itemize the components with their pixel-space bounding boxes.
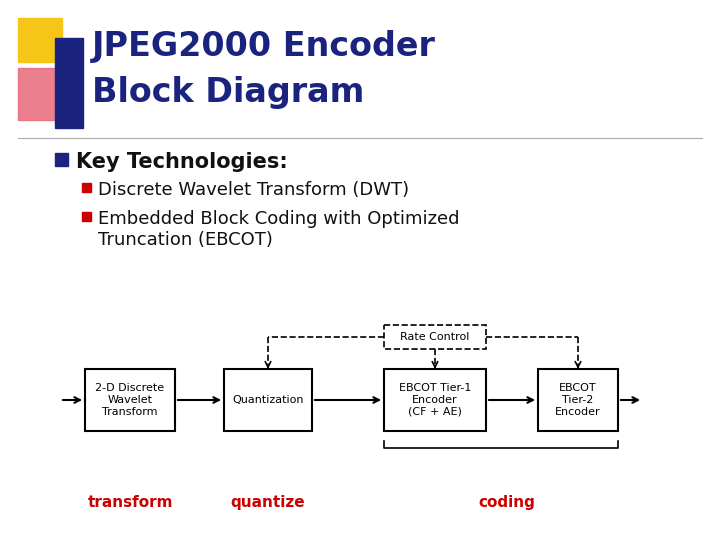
Text: EBCOT
Tier-2
Encoder: EBCOT Tier-2 Encoder [555,383,600,416]
Text: Quantization: Quantization [233,395,304,405]
Bar [55,38,83,128]
Bar [18,68,70,120]
Bar [82,183,91,192]
Bar [55,153,68,166]
Text: coding: coding [478,495,535,510]
Text: Embedded Block Coding with Optimized: Embedded Block Coding with Optimized [98,210,459,228]
Text: Discrete Wavelet Transform (DWT): Discrete Wavelet Transform (DWT) [98,181,409,199]
Bar [384,369,486,431]
Bar [384,325,486,349]
Text: EBCOT Tier-1
Encoder
(CF + AE): EBCOT Tier-1 Encoder (CF + AE) [399,383,471,416]
Bar [82,212,91,221]
Text: JPEG2000 Encoder: JPEG2000 Encoder [92,30,436,63]
Bar [224,369,312,431]
Text: Key Technologies:: Key Technologies: [76,152,288,172]
Text: transform: transform [87,495,173,510]
Text: 2-D Discrete
Wavelet
Transform: 2-D Discrete Wavelet Transform [96,383,165,416]
Bar [18,18,62,62]
Bar [538,369,618,431]
Text: Rate Control: Rate Control [400,332,469,342]
Bar [85,369,175,431]
Text: Block Diagram: Block Diagram [92,76,364,109]
Text: Truncation (EBCOT): Truncation (EBCOT) [98,231,273,249]
Text: quantize: quantize [230,495,305,510]
